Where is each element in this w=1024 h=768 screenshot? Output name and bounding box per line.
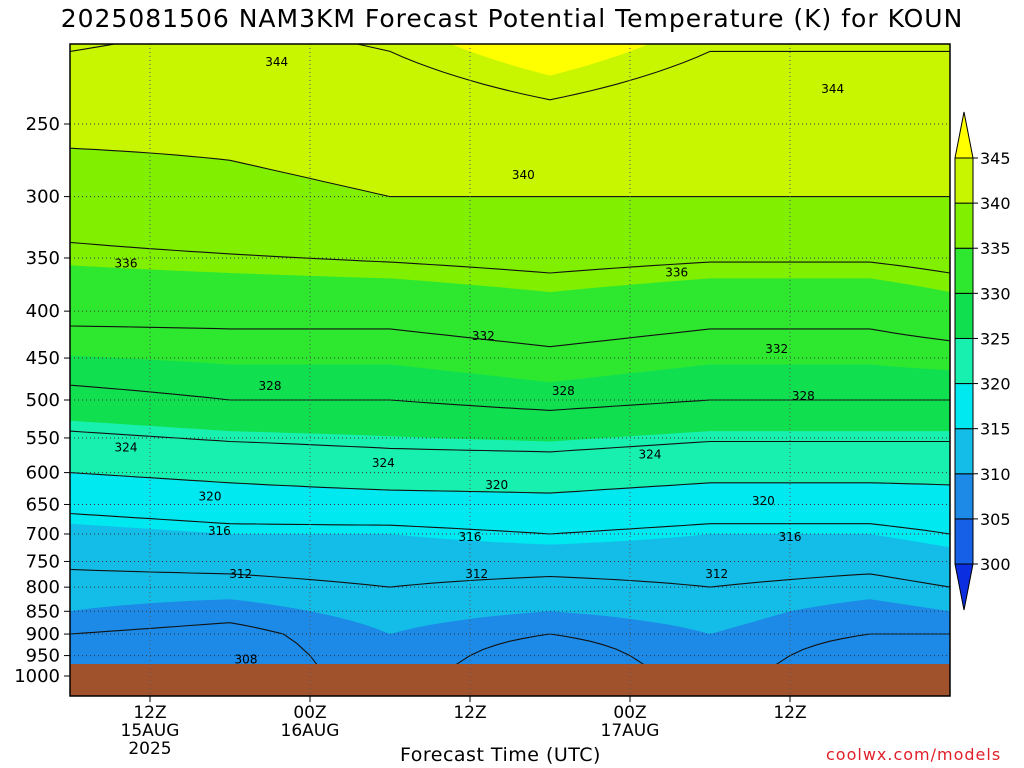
colorbar-label-330: 330 — [980, 284, 1011, 303]
y-axis: 2503003504004505005506006507007508008509… — [14, 114, 70, 687]
colorbar-label-305: 305 — [980, 510, 1011, 529]
colorbar-segment-310 — [954, 428, 974, 475]
x-tick-label-48-1: 17AUG — [601, 721, 660, 741]
colorbar-segment-325 — [954, 292, 974, 339]
x-axis-label: Forecast Time (UTC) — [400, 744, 601, 766]
contour-labels: 344 344 340 336 336 332 332 328 328 328 324 324 324 3… — [115, 55, 845, 667]
grid-lines — [70, 44, 950, 696]
contour-label-312: 312 — [705, 567, 728, 581]
y-tick-label-600: 600 — [26, 463, 60, 484]
contour-label-328: 328 — [259, 379, 282, 393]
colorbar-label-325: 325 — [980, 329, 1011, 348]
contour-label-320: 320 — [485, 478, 508, 492]
contour-label-336: 336 — [665, 265, 688, 279]
contour-316 — [70, 512, 950, 535]
contour-label-324: 324 — [372, 456, 395, 470]
colorbar: 300 305 310 315 320 325 330 335 340 345 — [954, 111, 1011, 611]
x-tick-label-36-0: 12Z — [453, 703, 486, 723]
contour-332 — [70, 325, 950, 348]
contour-label-312: 312 — [229, 567, 252, 581]
colorbar-label-340: 340 — [980, 194, 1011, 213]
x-tick-label-24-0: 00Z — [293, 703, 326, 723]
colorbar-label-315: 315 — [980, 420, 1011, 439]
y-tick-label-300: 300 — [26, 187, 60, 208]
contour-label-308: 308 — [235, 653, 258, 667]
contour-324 — [70, 430, 950, 453]
colorbar-segment-320 — [954, 337, 974, 385]
y-tick-label-250: 250 — [26, 114, 60, 135]
x-tick-label-12-2: 2025 — [128, 739, 171, 759]
y-tick-label-650: 650 — [26, 494, 60, 515]
contour-label-340: 340 — [512, 168, 535, 182]
x-tick-label-12-1: 15AUG — [121, 721, 180, 741]
contour-label-344: 344 — [821, 82, 844, 96]
colorbar-label-345: 345 — [980, 149, 1011, 168]
contour-label-316: 316 — [779, 530, 802, 544]
colorbar-extend-bottom — [954, 563, 974, 611]
colorbar-segment-315 — [954, 383, 974, 430]
colorbar-segment-335 — [954, 202, 974, 249]
contour-label-336: 336 — [115, 257, 138, 271]
contour-336 — [70, 241, 950, 274]
contour-label-328: 328 — [792, 389, 815, 403]
plot-frame — [69, 43, 951, 697]
colorbar-segment-340 — [954, 157, 974, 204]
contour-344 — [70, 44, 950, 101]
y-tick-label-500: 500 — [26, 390, 60, 411]
colorbar-segment-300 — [954, 518, 974, 565]
x-tick-label-24-1: 16AUG — [281, 721, 340, 741]
colorbar-segment-305 — [954, 473, 974, 520]
contour-label-328: 328 — [552, 384, 575, 398]
contour-label-332: 332 — [472, 329, 495, 343]
contour-label-324: 324 — [115, 440, 138, 454]
contour-308 — [70, 622, 950, 677]
y-tick-label-400: 400 — [26, 301, 60, 322]
x-tick-label-48-0: 00Z — [613, 703, 646, 723]
colorbar-label-320: 320 — [980, 375, 1011, 394]
contour-328 — [70, 384, 950, 411]
x-tick-label-12-0: 12Z — [133, 703, 166, 723]
contour-label-312: 312 — [465, 567, 488, 581]
colorbar-label-300: 300 — [980, 555, 1011, 574]
x-tick-label-60-0: 12Z — [773, 703, 806, 723]
y-tick-label-900: 900 — [26, 624, 60, 645]
y-tick-label-800: 800 — [26, 577, 60, 598]
contour-label-320: 320 — [199, 489, 222, 503]
colorbar-label-335: 335 — [980, 239, 1011, 258]
y-tick-label-750: 750 — [26, 551, 60, 572]
color-bands — [70, 44, 950, 696]
contour-label-344: 344 — [265, 55, 288, 69]
y-tick-label-950: 950 — [26, 646, 60, 667]
y-tick-label-350: 350 — [26, 248, 60, 269]
contour-label-316: 316 — [208, 524, 231, 538]
y-tick-label-550: 550 — [26, 428, 60, 449]
contour-label-324: 324 — [639, 447, 662, 461]
y-tick-label-700: 700 — [26, 524, 60, 545]
colorbar-extend-top — [954, 111, 974, 159]
ground-terrain — [70, 664, 950, 696]
y-tick-label-450: 450 — [26, 348, 60, 369]
y-tick-label-850: 850 — [26, 601, 60, 622]
contour-label-320: 320 — [752, 494, 775, 508]
source-credit[interactable]: coolwx.com/models — [826, 745, 1002, 764]
contour-label-316: 316 — [459, 530, 482, 544]
contour-312 — [70, 568, 950, 588]
colorbar-segment-330 — [954, 247, 974, 294]
contour-label-332: 332 — [765, 342, 788, 356]
contour-320 — [70, 472, 950, 494]
colorbar-label-310: 310 — [980, 465, 1011, 484]
chart-title: 2025081506 NAM3KM Forecast Potential Tem… — [60, 4, 964, 33]
y-tick-label-1000: 1000 — [14, 666, 60, 687]
